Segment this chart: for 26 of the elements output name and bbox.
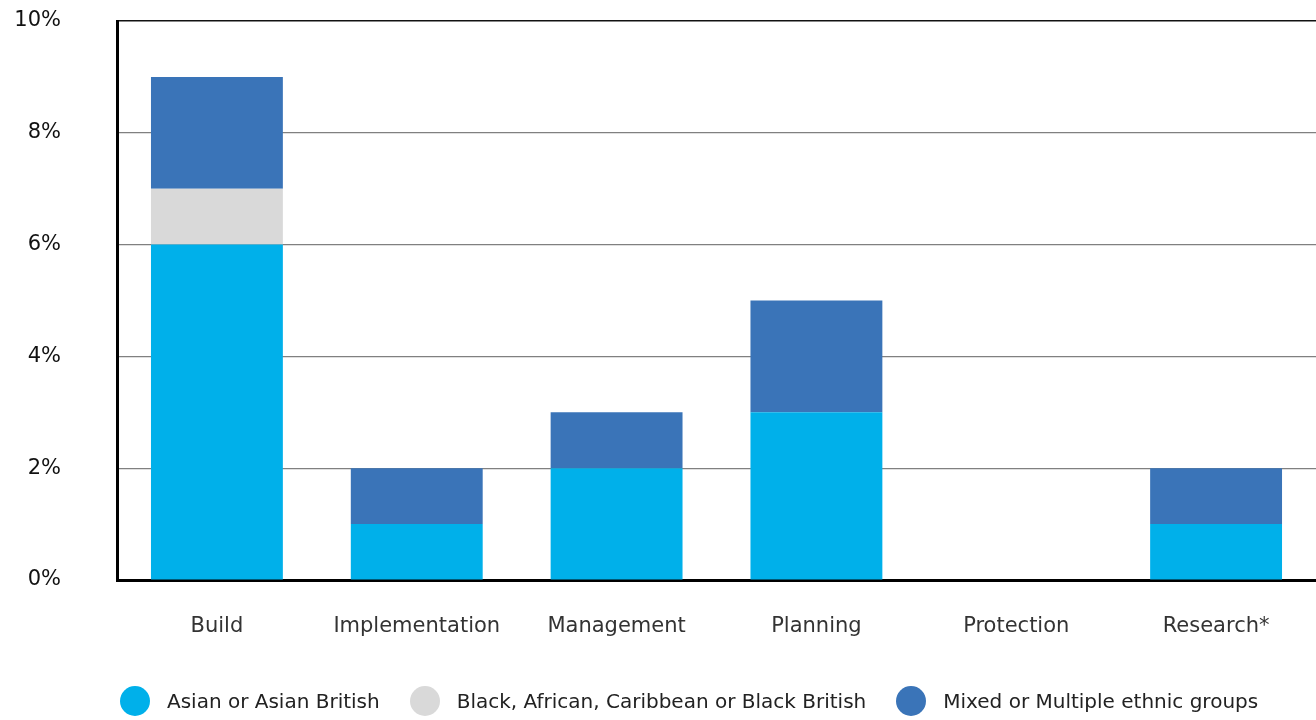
bar	[350, 524, 483, 580]
bar	[350, 468, 483, 525]
bar	[1150, 524, 1283, 580]
bar	[150, 76, 283, 189]
y-tick-label: 4%	[27, 342, 61, 367]
y-tick-label: 6%	[27, 231, 61, 256]
x-tick-label: Management	[547, 613, 686, 638]
bar	[750, 300, 883, 413]
bar	[750, 412, 883, 580]
x-tick-label: Build	[190, 613, 244, 638]
y-tick-label: 10%	[14, 7, 61, 32]
bar	[550, 468, 683, 580]
x-tick-label: Planning	[771, 613, 862, 638]
x-tick-label: Protection	[963, 613, 1070, 638]
legend-label: Black, African, Caribbean or Black British	[456, 688, 867, 713]
y-tick-label: 0%	[27, 566, 61, 591]
y-tick-label: 2%	[27, 454, 61, 479]
legend-label: Asian or Asian British	[167, 688, 380, 713]
x-tick-label: Research*	[1162, 613, 1270, 638]
bar	[150, 188, 283, 245]
legend-label: Mixed or Multiple ethnic groups	[943, 688, 1259, 713]
bar	[1150, 468, 1283, 525]
bar	[150, 244, 283, 580]
y-tick-label: 8%	[27, 119, 61, 144]
x-tick-label: Implementation	[333, 613, 501, 638]
bar	[550, 412, 683, 469]
